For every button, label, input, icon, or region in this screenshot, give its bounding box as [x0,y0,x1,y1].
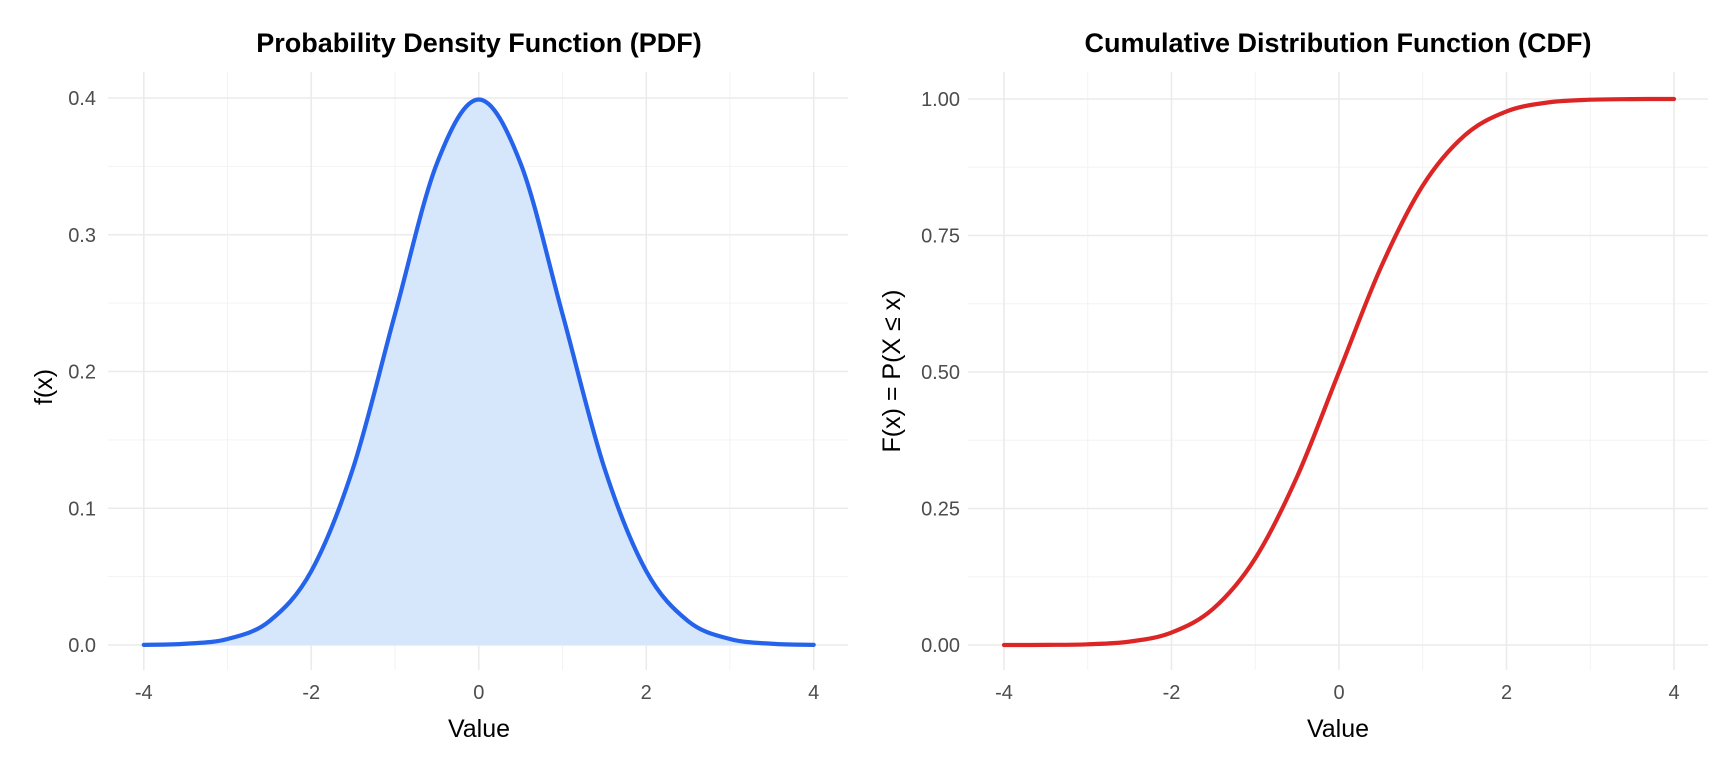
pdf-y-tick-label: 0.1 [68,498,96,520]
cdf-curve [1001,96,1677,648]
cdf-x-tick-label: 0 [1333,682,1344,704]
cdf-x-axis-label: Value [1307,715,1369,743]
cdf-x-ticks: -4 -2 0 2 4 [995,682,1679,704]
pdf-y-tick-label: 0.3 [68,225,96,247]
pdf-x-tick-label: -4 [135,682,153,704]
pdf-x-ticks: -4 -2 0 2 4 [135,682,819,704]
pdf-x-tick-label: 2 [641,682,652,704]
cdf-y-tick-label: 0.00 [921,635,960,657]
pdf-curve [141,97,816,647]
cdf-y-tick-label: 0.50 [921,362,960,384]
pdf-title: Probability Density Function (PDF) [256,28,702,58]
cdf-y-axis-label: F(x) = P(X ≤ x) [878,289,906,452]
pdf-y-tick-label: 0.2 [68,362,96,384]
cdf-x-tick-label: 4 [1668,682,1679,704]
pdf-x-axis-label: Value [448,715,510,743]
pdf-area-fill [143,99,814,645]
cdf-title: Cumulative Distribution Function (CDF) [1085,28,1592,58]
cdf-x-tick-label: -2 [1163,682,1181,704]
cdf-x-tick-label: 2 [1501,682,1512,704]
pdf-panel: Probability Density Function (PDF) Value… [30,28,848,743]
pdf-y-axis-label: f(x) [30,369,58,405]
pdf-x-tick-label: 0 [473,682,484,704]
pdf-x-tick-label: -2 [302,682,320,704]
pdf-x-tick-label: 4 [808,682,819,704]
cdf-y-tick-label: 0.25 [921,499,960,521]
cdf-gridlines [968,72,1708,670]
cdf-y-ticks: 0.00 0.25 0.50 0.75 1.00 [921,89,960,657]
pdf-y-ticks: 0.0 0.1 0.2 0.3 0.4 [68,88,96,657]
cdf-y-tick-label: 0.75 [921,226,960,248]
pdf-y-tick-label: 0.4 [68,88,96,110]
cdf-x-tick-label: -4 [995,682,1013,704]
cdf-y-tick-label: 1.00 [921,89,960,111]
cdf-panel: Cumulative Distribution Function (CDF) V… [878,28,1708,743]
pdf-y-tick-label: 0.0 [68,635,96,657]
